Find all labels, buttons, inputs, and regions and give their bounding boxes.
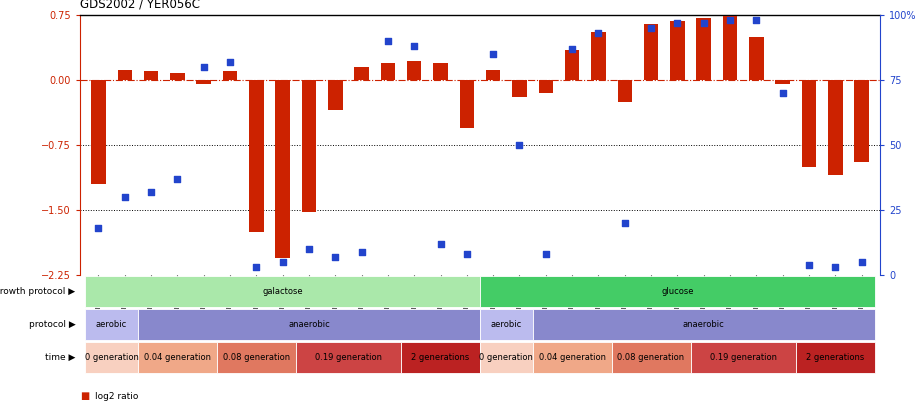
Point (617, 220, 632, 226)
Bar (723, 16, 737, 80)
Bar (480, 309, 532, 340)
Point (170, 175, 185, 182)
Bar (117, 70, 132, 80)
Point (117, 194, 132, 200)
Point (407, 43, 421, 49)
Bar (217, 342, 296, 373)
Text: time ▶: time ▶ (45, 353, 75, 362)
Bar (691, 342, 796, 373)
Point (749, 17, 764, 23)
Bar (401, 342, 480, 373)
Bar (591, 32, 605, 80)
Bar (301, 80, 316, 212)
Bar (92, 80, 105, 184)
Text: growth protocol ▶: growth protocol ▶ (0, 287, 75, 296)
Bar (170, 73, 185, 80)
Bar (855, 80, 868, 162)
Bar (138, 342, 217, 373)
Text: 0 generation: 0 generation (479, 353, 533, 362)
Text: 0 generation: 0 generation (84, 353, 138, 362)
Point (775, 90, 790, 96)
Text: galactose: galactose (262, 287, 303, 296)
Bar (223, 71, 237, 80)
Text: aerobic: aerobic (491, 320, 522, 329)
Point (354, 248, 369, 255)
Bar (144, 71, 158, 80)
Bar (532, 342, 612, 373)
Bar (802, 80, 816, 167)
Bar (85, 276, 480, 307)
Bar (485, 70, 500, 80)
Bar (512, 80, 527, 97)
Text: 0.04 generation: 0.04 generation (144, 353, 211, 362)
Bar (433, 63, 448, 80)
Point (91, 225, 105, 231)
Point (223, 59, 237, 65)
Point (565, 45, 580, 52)
Text: GDS2002 / YER056C: GDS2002 / YER056C (80, 0, 200, 11)
Bar (138, 309, 480, 340)
Point (196, 64, 211, 70)
Bar (354, 67, 369, 80)
Point (512, 142, 527, 148)
Bar (85, 309, 138, 340)
Text: aerobic: aerobic (96, 320, 127, 329)
Text: anaerobic: anaerobic (288, 320, 330, 329)
Bar (796, 342, 875, 373)
Text: 0.19 generation: 0.19 generation (710, 353, 777, 362)
Bar (328, 80, 343, 110)
Bar (460, 80, 474, 128)
Text: anaerobic: anaerobic (682, 320, 725, 329)
Bar (480, 342, 532, 373)
Point (644, 25, 659, 31)
Bar (671, 21, 684, 80)
Point (670, 19, 684, 26)
Bar (696, 17, 711, 80)
Point (696, 19, 711, 26)
Text: log2 ratio: log2 ratio (94, 392, 138, 401)
Text: protocol ▶: protocol ▶ (28, 320, 75, 329)
Bar (480, 276, 875, 307)
Bar (828, 80, 843, 175)
Bar (644, 23, 659, 80)
Text: 0.08 generation: 0.08 generation (617, 353, 684, 362)
Point (539, 251, 553, 258)
Bar (565, 50, 579, 80)
Point (249, 264, 264, 271)
Point (723, 17, 737, 23)
Text: 2 generations: 2 generations (411, 353, 470, 362)
Point (485, 51, 500, 57)
Bar (612, 342, 691, 373)
Bar (539, 80, 553, 93)
Bar (296, 342, 401, 373)
Bar (407, 61, 421, 80)
Point (144, 189, 158, 195)
Bar (85, 342, 138, 373)
Point (591, 30, 605, 36)
Point (802, 261, 816, 268)
Bar (381, 63, 395, 80)
Point (433, 241, 448, 247)
Text: 0.08 generation: 0.08 generation (223, 353, 289, 362)
Text: glucose: glucose (661, 287, 693, 296)
Bar (276, 80, 289, 258)
Text: 2 generations: 2 generations (806, 353, 865, 362)
Point (301, 246, 316, 252)
Point (460, 251, 474, 258)
Text: ■: ■ (80, 391, 89, 401)
Point (328, 254, 343, 260)
Bar (249, 80, 264, 232)
Text: 0.19 generation: 0.19 generation (315, 353, 382, 362)
Bar (617, 80, 632, 102)
Point (276, 259, 290, 265)
Text: 0.04 generation: 0.04 generation (539, 353, 605, 362)
Bar (196, 80, 211, 84)
Bar (776, 80, 790, 84)
Point (855, 259, 869, 265)
Bar (749, 37, 764, 80)
Bar (532, 309, 875, 340)
Point (380, 38, 395, 44)
Point (828, 264, 843, 271)
